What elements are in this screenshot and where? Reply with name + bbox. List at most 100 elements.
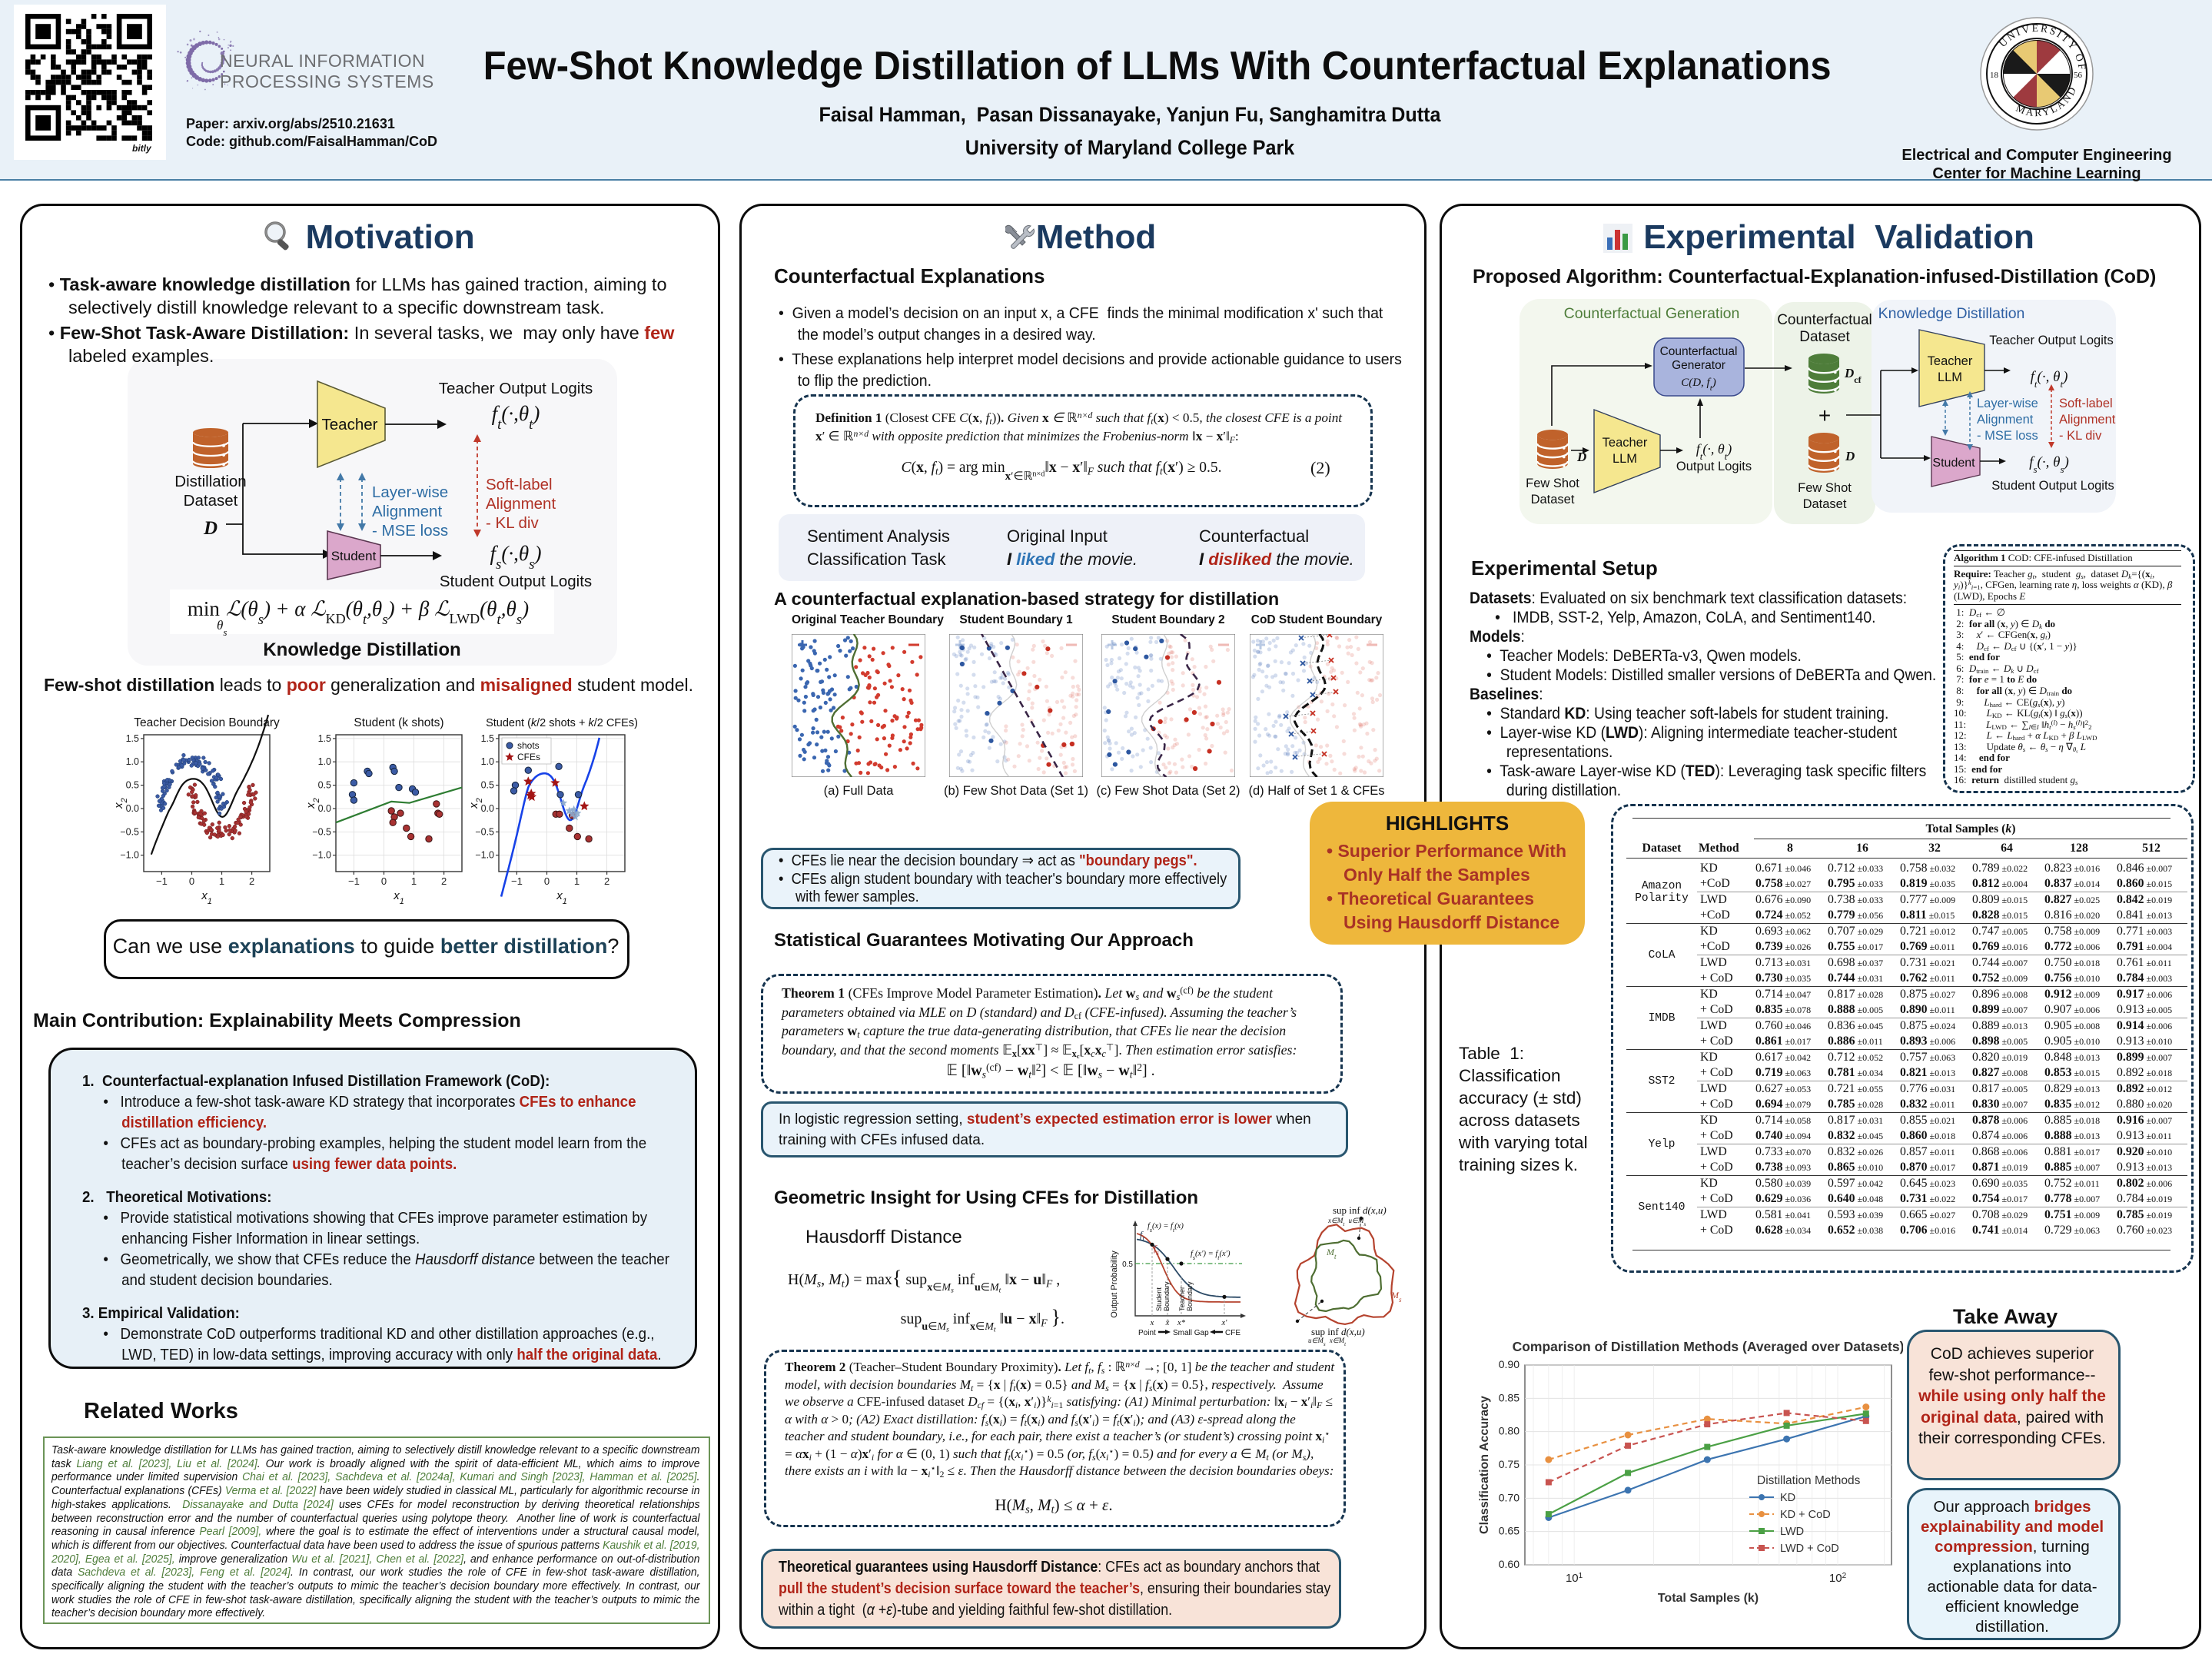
svg-text:Counterfactual: Counterfactual — [1777, 312, 1872, 328]
svg-text:Distillation Methods: Distillation Methods — [1757, 1474, 1861, 1487]
svg-text:−1.0: −1.0 — [312, 850, 331, 861]
svg-text:Mt: Mt — [1326, 1247, 1337, 1260]
svg-text:1.5: 1.5 — [318, 733, 331, 744]
svg-text:Layer-wise: Layer-wise — [1977, 397, 2038, 410]
svg-text:Boundary: Boundary — [1186, 1281, 1194, 1311]
svg-text:Soft-label: Soft-label — [2059, 397, 2113, 410]
svg-text:C(D, ft): C(D, ft) — [1681, 377, 1716, 393]
svg-text:- MSE loss: - MSE loss — [1977, 429, 2038, 443]
svg-text:−1: −1 — [511, 875, 523, 887]
svg-text:CFE: CFE — [1225, 1329, 1241, 1337]
svg-text:−0.5: −0.5 — [475, 826, 494, 837]
svg-text:0.0: 0.0 — [318, 803, 331, 814]
svg-text:Alignment: Alignment — [372, 503, 442, 520]
svg-text:Student: Student — [1155, 1287, 1163, 1311]
svg-text:0.75: 0.75 — [1499, 1458, 1520, 1470]
svg-text:Knowledge Distillation: Knowledge Distillation — [1878, 305, 2025, 322]
svg-text:−1: −1 — [156, 875, 168, 887]
svg-text:Student Output Logits: Student Output Logits — [1991, 479, 2114, 493]
svg-text:0.70: 0.70 — [1499, 1491, 1520, 1503]
svg-text:- MSE loss: - MSE loss — [372, 522, 448, 540]
svg-text:101: 101 — [1566, 1572, 1583, 1586]
svg-text:Output Probability: Output Probability — [1110, 1250, 1119, 1318]
svg-text:0.90: 0.90 — [1499, 1358, 1520, 1370]
svg-text:2: 2 — [441, 875, 447, 887]
svg-text:Student: Student — [331, 549, 377, 563]
svg-text:1: 1 — [219, 875, 224, 887]
svg-text:- KL div: - KL div — [2059, 429, 2102, 443]
svg-text:102: 102 — [1829, 1572, 1847, 1586]
svg-text:−0.5: −0.5 — [312, 826, 331, 837]
svg-text:Teacher: Teacher — [1178, 1287, 1186, 1311]
svg-text:Teacher: Teacher — [322, 416, 378, 433]
svg-text:Dataset: Dataset — [1531, 493, 1575, 506]
svg-text:Layer-wise: Layer-wise — [372, 483, 448, 501]
svg-text:Dataset: Dataset — [1799, 329, 1850, 345]
svg-text:Teacher Output Logits: Teacher Output Logits — [439, 380, 593, 397]
svg-text:−1.0: −1.0 — [120, 850, 139, 861]
svg-text:−1: −1 — [348, 875, 360, 887]
svg-text:fs(x) = ft(x): fs(x) = ft(x) — [1148, 1222, 1184, 1234]
svg-text:Teacher: Teacher — [1603, 436, 1648, 450]
svg-text:0.5: 0.5 — [481, 780, 494, 791]
svg-text:Counterfactual Generation: Counterfactual Generation — [1564, 305, 1740, 322]
svg-text:0: 0 — [544, 875, 550, 887]
svg-text:0: 0 — [189, 875, 194, 887]
svg-text:Alignment: Alignment — [486, 495, 556, 513]
svg-text:ft: ft — [1140, 1229, 1144, 1243]
svg-text:Student (k/2 shots + k/2 CFEs): Student (k/2 shots + k/2 CFEs) — [486, 717, 638, 729]
svg-text:x̂: x̂ — [1165, 1319, 1170, 1327]
svg-text:1.0: 1.0 — [318, 756, 331, 767]
svg-text:D: D — [1576, 450, 1586, 464]
svg-text:Teacher: Teacher — [1928, 354, 1973, 368]
svg-text:Soft-label: Soft-label — [486, 476, 553, 493]
svg-text:0.0: 0.0 — [481, 803, 494, 814]
svg-text:sup inf d(x,u): sup inf d(x,u) — [1311, 1326, 1365, 1337]
svg-text:u∈Ms x∈Mt: u∈Ms x∈Mt — [1308, 1337, 1347, 1347]
svg-text:LLM: LLM — [1938, 370, 1962, 384]
svg-text:Dataset: Dataset — [184, 492, 238, 510]
svg-text:−0.5: −0.5 — [120, 826, 139, 837]
svg-text:0.65: 0.65 — [1499, 1525, 1520, 1537]
svg-text:CFEs: CFEs — [517, 752, 540, 762]
svg-text:0.80: 0.80 — [1499, 1425, 1520, 1437]
svg-text:1.5: 1.5 — [126, 733, 139, 744]
svg-text:Student (k shots): Student (k shots) — [354, 716, 443, 729]
svg-text:56: 56 — [2074, 71, 2083, 80]
svg-text:D: D — [1845, 449, 1855, 463]
svg-text:1.0: 1.0 — [126, 756, 139, 767]
svg-text:Few Shot: Few Shot — [1526, 477, 1579, 490]
svg-text:KD: KD — [1780, 1492, 1795, 1504]
svg-text:sup inf d(x,u): sup inf d(x,u) — [1333, 1204, 1387, 1216]
svg-text:Total Samples (k): Total Samples (k) — [1658, 1592, 1759, 1605]
svg-text:x*: x* — [1177, 1319, 1186, 1327]
svg-text:2: 2 — [249, 875, 254, 887]
svg-text:- KL div: - KL div — [486, 514, 539, 532]
svg-text:x1: x1 — [393, 889, 404, 906]
svg-text:Dataset: Dataset — [1803, 497, 1847, 511]
svg-text:Boundary: Boundary — [1163, 1281, 1171, 1311]
svg-text:Teacher Output Logits: Teacher Output Logits — [1989, 334, 2113, 347]
svg-text:Classification Accuracy: Classification Accuracy — [1478, 1396, 1491, 1534]
svg-text:fs: fs — [1154, 1243, 1159, 1257]
svg-text:fs(x′) = ft(x′): fs(x′) = ft(x′) — [1191, 1250, 1231, 1261]
svg-text:Distillation: Distillation — [174, 473, 246, 490]
svg-text:0.5: 0.5 — [1122, 1260, 1133, 1269]
svg-text:2: 2 — [604, 875, 609, 887]
svg-text:1: 1 — [574, 875, 580, 887]
svg-text:0: 0 — [381, 875, 387, 887]
svg-text:LWD: LWD — [1780, 1526, 1804, 1538]
svg-text:D: D — [203, 518, 218, 539]
svg-text:x1: x1 — [201, 889, 212, 906]
svg-text:Alignment: Alignment — [2059, 413, 2116, 427]
svg-text:1.5: 1.5 — [481, 733, 494, 744]
svg-text:−1.0: −1.0 — [475, 850, 494, 861]
svg-text:shots: shots — [517, 740, 540, 751]
svg-text:Knowledge Distillation: Knowledge Distillation — [263, 639, 460, 660]
svg-text:KD + CoD: KD + CoD — [1780, 1509, 1831, 1521]
svg-text:Generator: Generator — [1672, 359, 1725, 372]
svg-text:Point: Point — [1138, 1329, 1156, 1337]
svg-text:0.5: 0.5 — [318, 780, 331, 791]
svg-text:Few Shot: Few Shot — [1798, 481, 1852, 495]
svg-text:0.0: 0.0 — [126, 803, 139, 814]
